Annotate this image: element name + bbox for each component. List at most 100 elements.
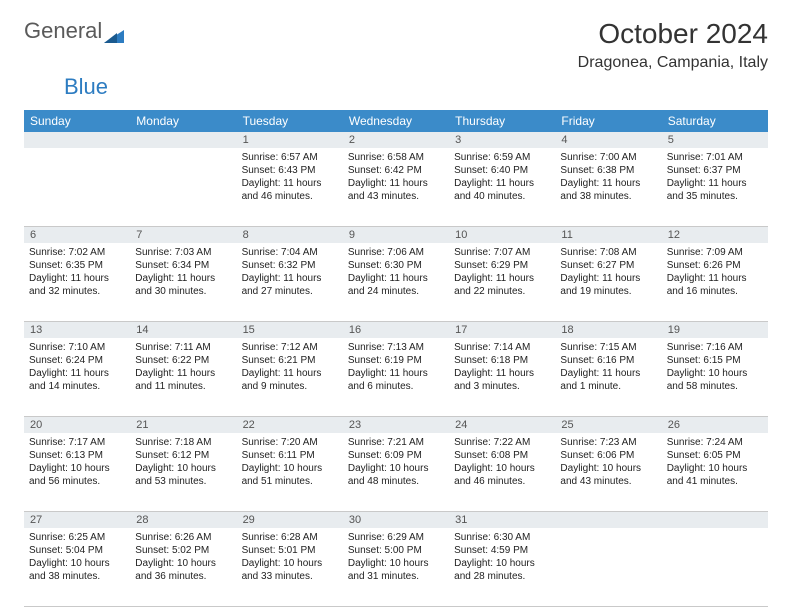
sunrise-text: Sunrise: 6:28 AM xyxy=(242,531,338,544)
day-number: 25 xyxy=(555,417,661,433)
daylight-text: Daylight: 10 hours and 36 minutes. xyxy=(135,557,231,583)
daylight-text: Daylight: 10 hours and 51 minutes. xyxy=(242,462,338,488)
day-cell: Sunrise: 6:26 AMSunset: 5:02 PMDaylight:… xyxy=(130,528,236,606)
sunrise-text: Sunrise: 6:59 AM xyxy=(454,151,550,164)
day-number: 1 xyxy=(237,132,343,148)
sunset-text: Sunset: 5:02 PM xyxy=(135,544,231,557)
daylight-text: Daylight: 10 hours and 31 minutes. xyxy=(348,557,444,583)
day-number: 6 xyxy=(24,227,130,243)
dayname: Wednesday xyxy=(343,110,449,132)
sunset-text: Sunset: 6:19 PM xyxy=(348,354,444,367)
day-number: 31 xyxy=(449,512,555,528)
day-cell: Sunrise: 7:04 AMSunset: 6:32 PMDaylight:… xyxy=(237,243,343,321)
daylight-text: Daylight: 10 hours and 53 minutes. xyxy=(135,462,231,488)
sunset-text: Sunset: 6:34 PM xyxy=(135,259,231,272)
sunset-text: Sunset: 6:38 PM xyxy=(560,164,656,177)
day-number: 26 xyxy=(662,417,768,433)
day-cell: Sunrise: 7:16 AMSunset: 6:15 PMDaylight:… xyxy=(662,338,768,416)
day-number xyxy=(130,132,236,148)
daylight-text: Daylight: 10 hours and 33 minutes. xyxy=(242,557,338,583)
day-number: 17 xyxy=(449,322,555,338)
daylight-text: Daylight: 11 hours and 43 minutes. xyxy=(348,177,444,203)
day-number: 7 xyxy=(130,227,236,243)
day-cell: Sunrise: 6:29 AMSunset: 5:00 PMDaylight:… xyxy=(343,528,449,606)
daylight-text: Daylight: 11 hours and 6 minutes. xyxy=(348,367,444,393)
sunrise-text: Sunrise: 7:21 AM xyxy=(348,436,444,449)
daylight-text: Daylight: 11 hours and 38 minutes. xyxy=(560,177,656,203)
sunset-text: Sunset: 6:42 PM xyxy=(348,164,444,177)
day-cell: Sunrise: 7:23 AMSunset: 6:06 PMDaylight:… xyxy=(555,433,661,511)
day-cell: Sunrise: 7:03 AMSunset: 6:34 PMDaylight:… xyxy=(130,243,236,321)
day-number xyxy=(24,132,130,148)
dayname: Friday xyxy=(555,110,661,132)
sunset-text: Sunset: 6:12 PM xyxy=(135,449,231,462)
daylight-text: Daylight: 11 hours and 22 minutes. xyxy=(454,272,550,298)
sunset-text: Sunset: 6:08 PM xyxy=(454,449,550,462)
dayname: Tuesday xyxy=(237,110,343,132)
daylight-text: Daylight: 10 hours and 48 minutes. xyxy=(348,462,444,488)
daylight-text: Daylight: 11 hours and 1 minute. xyxy=(560,367,656,393)
day-cell: Sunrise: 6:57 AMSunset: 6:43 PMDaylight:… xyxy=(237,148,343,226)
sunset-text: Sunset: 6:35 PM xyxy=(29,259,125,272)
sunset-text: Sunset: 4:59 PM xyxy=(454,544,550,557)
daylight-text: Daylight: 11 hours and 9 minutes. xyxy=(242,367,338,393)
day-number: 3 xyxy=(449,132,555,148)
week-row: Sunrise: 6:25 AMSunset: 5:04 PM Daylight:… xyxy=(24,528,768,607)
week-row: Sunrise: 7:17 AMSunset: 6:13 PMDaylight:… xyxy=(24,433,768,512)
logo-text-general: General xyxy=(24,18,102,44)
sunrise-text: Sunrise: 7:08 AM xyxy=(560,246,656,259)
day-cell: Sunrise: 6:25 AMSunset: 5:04 PMDaylight:… xyxy=(24,528,130,606)
daylight-text: Daylight: 10 hours and 43 minutes. xyxy=(560,462,656,488)
day-number: 14 xyxy=(130,322,236,338)
sunrise-text: Sunrise: 7:09 AM xyxy=(667,246,763,259)
sunrise-text: Sunrise: 7:14 AM xyxy=(454,341,550,354)
month-title: October 2024 xyxy=(578,18,768,50)
day-number: 12 xyxy=(662,227,768,243)
sunset-text: Sunset: 5:04 PM xyxy=(29,544,125,557)
daylight-text: Daylight: 11 hours and 16 minutes. xyxy=(667,272,763,298)
day-cell: Sunrise: 7:09 AMSunset: 6:26 PMDaylight:… xyxy=(662,243,768,321)
sunset-text: Sunset: 6:05 PM xyxy=(667,449,763,462)
dayname: Thursday xyxy=(449,110,555,132)
sunrise-text: Sunrise: 7:22 AM xyxy=(454,436,550,449)
dayname: Monday xyxy=(130,110,236,132)
daynum-row: 13141516171819 xyxy=(24,322,768,338)
day-number: 19 xyxy=(662,322,768,338)
sunrise-text: Sunrise: 6:29 AM xyxy=(348,531,444,544)
day-number: 22 xyxy=(237,417,343,433)
day-cell: Sunrise: 7:24 AMSunset: 6:05 PMDaylight:… xyxy=(662,433,768,511)
empty-cell xyxy=(24,148,130,226)
logo-text-blue: Blue xyxy=(64,74,108,99)
sunset-text: Sunset: 5:01 PM xyxy=(242,544,338,557)
daylight-text: Daylight: 11 hours and 30 minutes. xyxy=(135,272,231,298)
day-cell: Sunrise: 7:22 AMSunset: 6:08 PMDaylight:… xyxy=(449,433,555,511)
sunset-text: Sunset: 6:16 PM xyxy=(560,354,656,367)
daylight-text: Daylight: 11 hours and 35 minutes. xyxy=(667,177,763,203)
daylight-text: Daylight: 11 hours and 19 minutes. xyxy=(560,272,656,298)
day-number: 4 xyxy=(555,132,661,148)
sunrise-text: Sunrise: 7:13 AM xyxy=(348,341,444,354)
sunrise-text: Sunrise: 7:18 AM xyxy=(135,436,231,449)
sunrise-text: Sunrise: 6:58 AM xyxy=(348,151,444,164)
calendar-grid: SundayMondayTuesdayWednesdayThursdayFrid… xyxy=(24,110,768,607)
daynum-row: 6789101112 xyxy=(24,227,768,243)
day-cell: Sunrise: 6:28 AMSunset: 5:01 PMDaylight:… xyxy=(237,528,343,606)
day-number: 10 xyxy=(449,227,555,243)
day-cell: Sunrise: 7:15 AMSunset: 6:16 PMDaylight:… xyxy=(555,338,661,416)
sunset-text: Sunset: 6:24 PM xyxy=(29,354,125,367)
location: Dragonea, Campania, Italy xyxy=(578,54,768,72)
day-cell: Sunrise: 6:59 AMSunset: 6:40 PMDaylight:… xyxy=(449,148,555,226)
week-row: Sunrise: 7:10 AMSunset: 6:24 PMDaylight:… xyxy=(24,338,768,417)
day-cell: Sunrise: 7:17 AMSunset: 6:13 PMDaylight:… xyxy=(24,433,130,511)
sunset-text: Sunset: 6:27 PM xyxy=(560,259,656,272)
sunset-text: Sunset: 6:06 PM xyxy=(560,449,656,462)
day-cell: Sunrise: 7:07 AMSunset: 6:29 PMDaylight:… xyxy=(449,243,555,321)
daylight-text: Daylight: 11 hours and 24 minutes. xyxy=(348,272,444,298)
day-number: 16 xyxy=(343,322,449,338)
sunset-text: Sunset: 6:40 PM xyxy=(454,164,550,177)
sunrise-text: Sunrise: 6:25 AM xyxy=(29,531,125,544)
sunrise-text: Sunrise: 7:01 AM xyxy=(667,151,763,164)
daynum-row: 2728293031 xyxy=(24,512,768,528)
day-cell: Sunrise: 7:08 AMSunset: 6:27 PMDaylight:… xyxy=(555,243,661,321)
logo-triangle-icon xyxy=(104,23,124,39)
